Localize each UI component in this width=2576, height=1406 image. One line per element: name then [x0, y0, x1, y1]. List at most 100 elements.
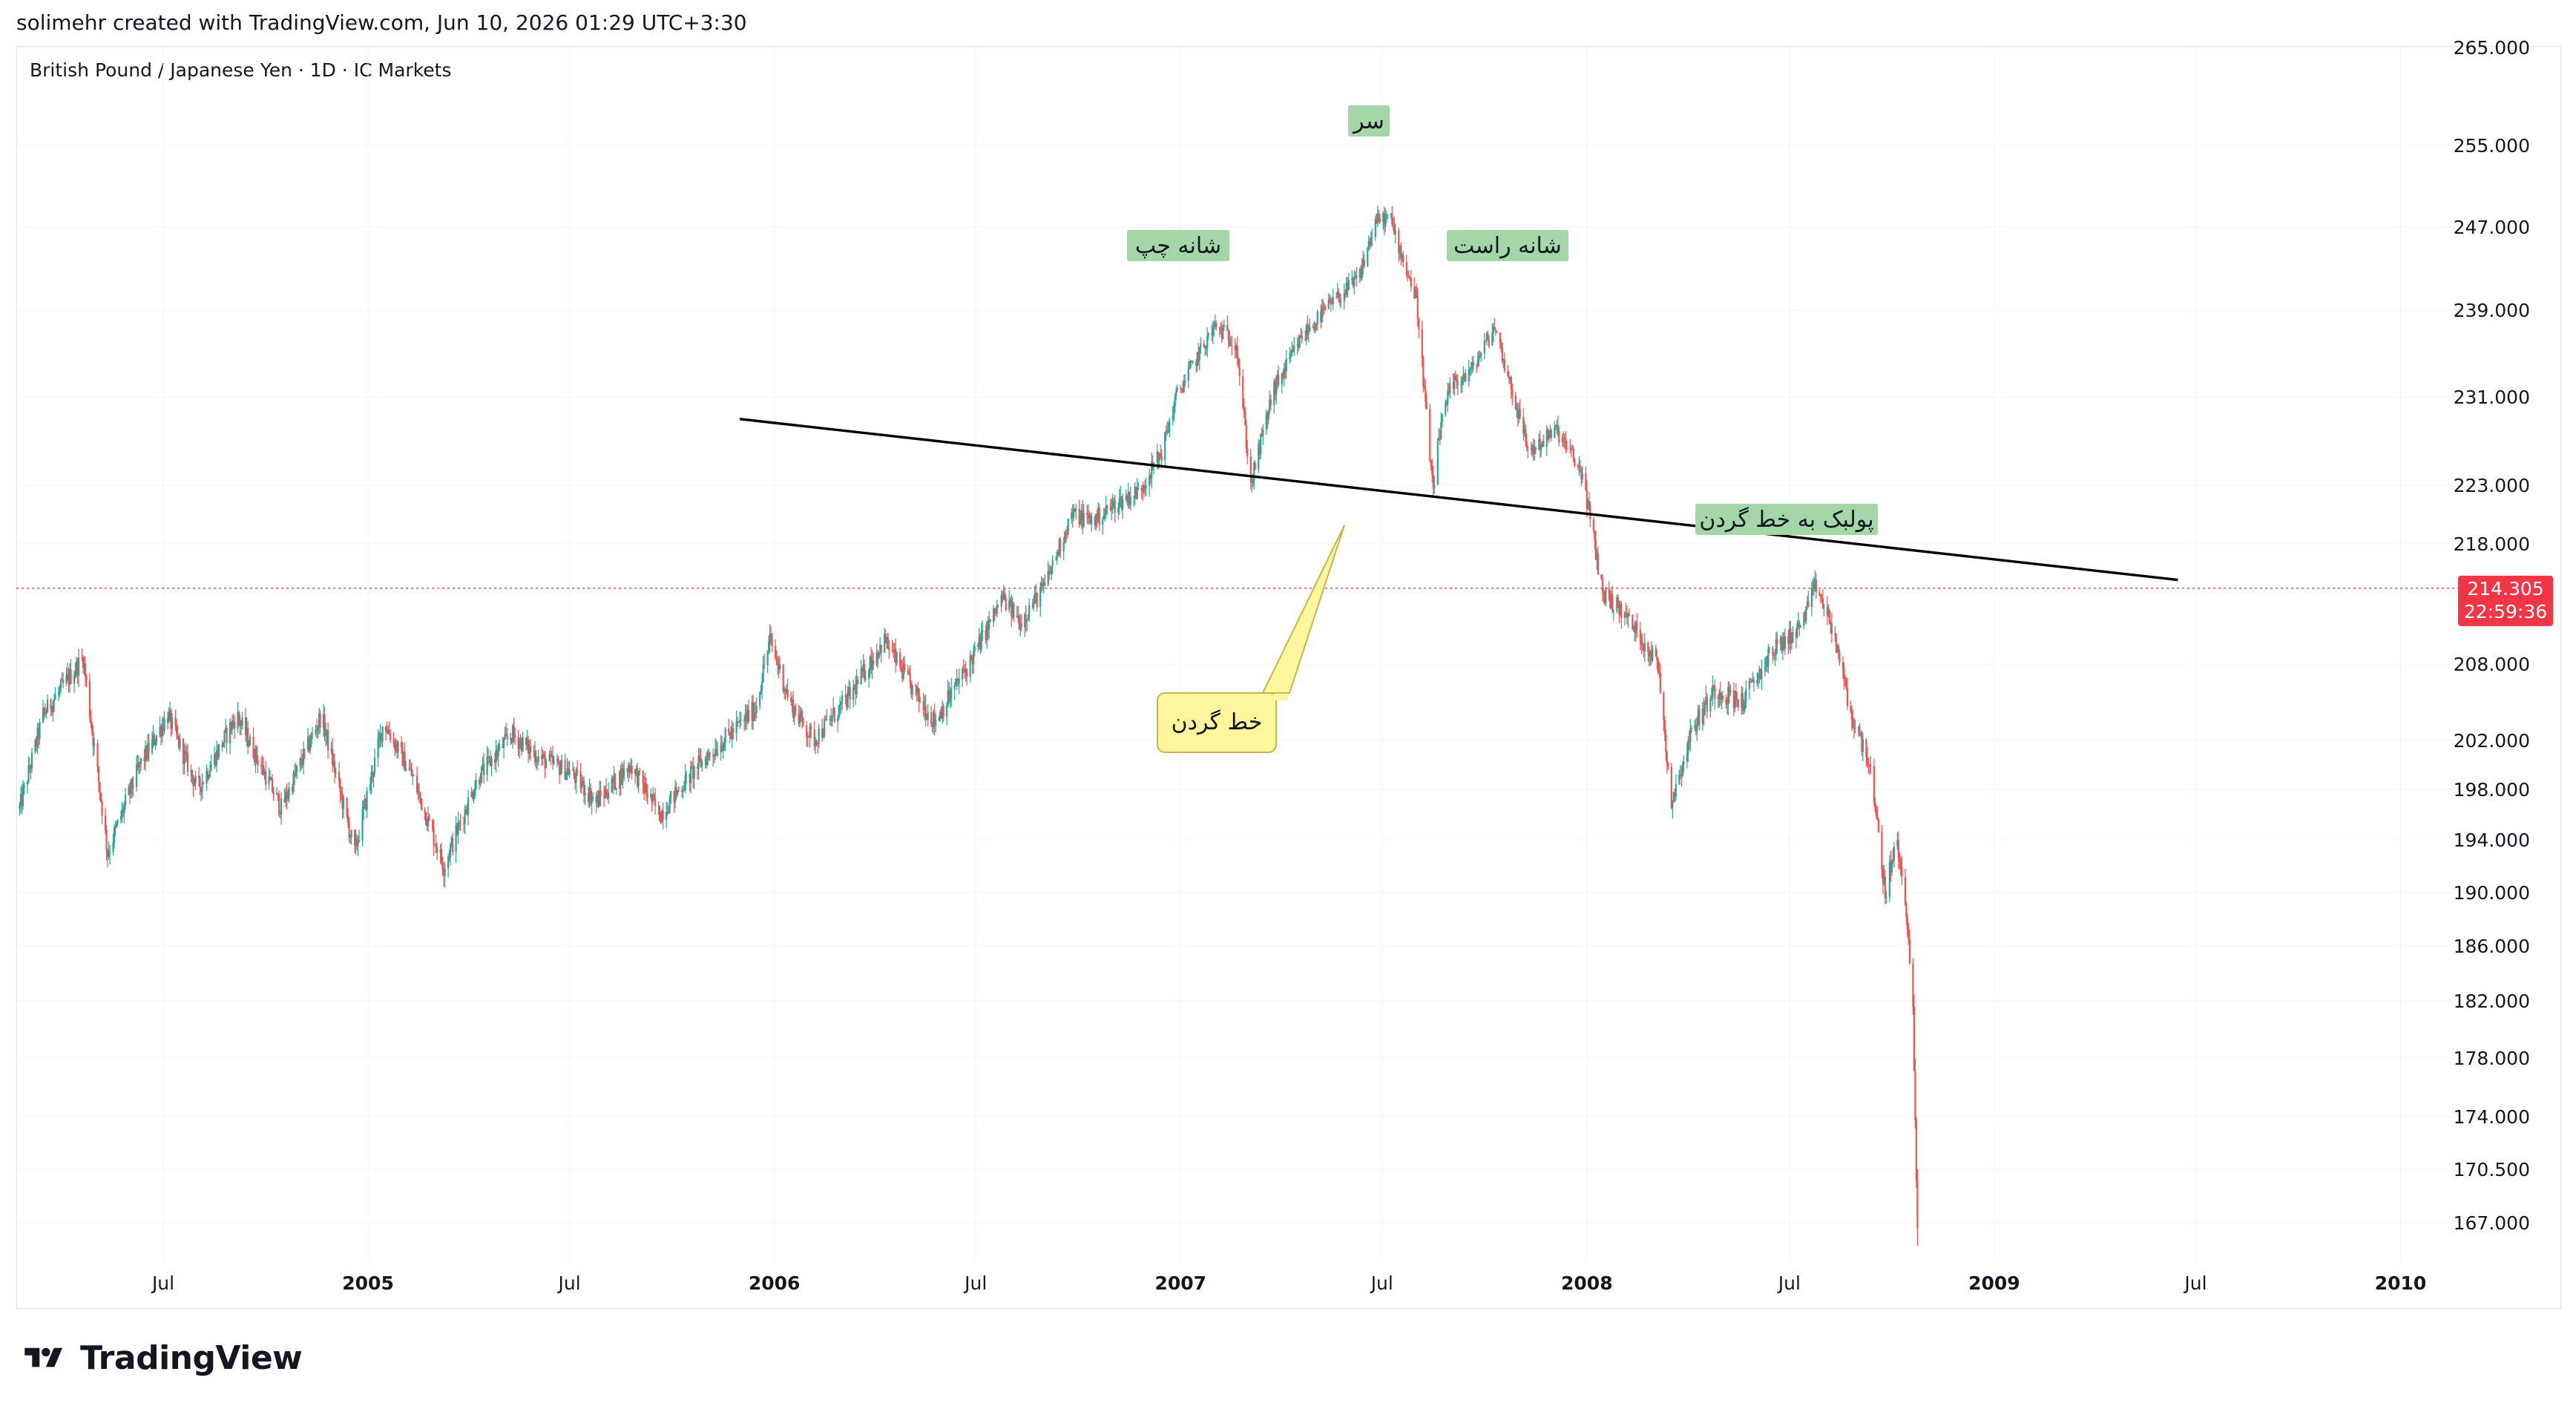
- candle: [1016, 605, 1018, 618]
- candle: [1265, 409, 1267, 436]
- candle: [614, 773, 617, 791]
- candle: [381, 726, 384, 748]
- candle: [1570, 445, 1572, 458]
- candle: [978, 628, 980, 650]
- last-price-tag[interactable]: [2458, 575, 2553, 626]
- candle: [720, 735, 722, 761]
- candle: [1689, 719, 1692, 752]
- candle: [1104, 508, 1106, 522]
- candle: [1899, 855, 1902, 876]
- candle: [1211, 324, 1213, 342]
- candle: [831, 715, 833, 727]
- candle: [574, 772, 576, 790]
- price-tick-label: 208.000: [2454, 654, 2530, 675]
- candle: [933, 709, 935, 735]
- candle: [1494, 327, 1496, 336]
- grid: [16, 46, 2462, 1261]
- neckline-trendline[interactable]: [739, 418, 2178, 582]
- candle: [1514, 391, 1517, 410]
- candle: [1394, 223, 1396, 243]
- candle: [229, 718, 231, 755]
- candle: [792, 691, 795, 722]
- candle: [1709, 694, 1712, 718]
- candle: [1460, 375, 1462, 394]
- candle: [450, 835, 453, 847]
- candle: [448, 850, 450, 862]
- candle: [1890, 859, 1893, 876]
- candle: [1183, 375, 1185, 393]
- price-axis[interactable]: 265.000 255.000 247.000 239.000 231.000 223.0…: [2454, 37, 2553, 1234]
- time-axis[interactable]: Jul 2005 Jul 2006 Jul 2007 Jul 2008 Jul 2009 Jul 20…: [151, 1272, 2426, 1294]
- candle: [637, 763, 639, 789]
- candle: [1623, 611, 1626, 625]
- candle: [893, 643, 896, 663]
- candle: [1626, 605, 1628, 625]
- candle: [1650, 641, 1652, 665]
- chart-pane[interactable]: [16, 46, 2561, 1309]
- candle: [1896, 832, 1899, 850]
- candle: [548, 750, 551, 762]
- candle: [1352, 276, 1354, 289]
- candle: [848, 680, 850, 697]
- candle: [956, 668, 958, 691]
- candle: [177, 735, 180, 750]
- candle: [1118, 489, 1120, 516]
- candle: [1519, 398, 1521, 420]
- candle: [924, 694, 927, 726]
- price-tick-label: 198.000: [2454, 779, 2530, 801]
- candle: [1884, 870, 1886, 904]
- candle: [1476, 352, 1479, 369]
- candle: [1094, 516, 1096, 530]
- candle: [924, 695, 926, 720]
- candle: [1508, 371, 1510, 384]
- candle: [847, 686, 849, 710]
- candle: [544, 750, 546, 779]
- candle: [1438, 427, 1440, 441]
- candle: [88, 673, 91, 723]
- candle: [1027, 614, 1029, 620]
- candle: [582, 776, 584, 786]
- candle: [1509, 376, 1511, 384]
- candle: [497, 743, 499, 767]
- candle: [1873, 758, 1875, 807]
- candle: [1736, 692, 1738, 707]
- candle: [505, 723, 507, 737]
- candle: [1176, 384, 1178, 393]
- annotations[interactable]: سر شانه چپ شانه راست پولبک به خط گردن خط گرد…: [1127, 105, 1878, 753]
- candle: [1853, 717, 1855, 739]
- candle: [815, 736, 817, 755]
- candle: [1416, 283, 1418, 298]
- candle: [759, 691, 761, 710]
- candle: [1111, 493, 1114, 514]
- candle: [838, 705, 840, 720]
- candle: [1002, 585, 1005, 601]
- label-right-shoulder[interactable]: شانه راست: [1447, 230, 1568, 261]
- neckline-callout[interactable]: خط گردن: [1157, 525, 1345, 753]
- label-head[interactable]: سر: [1348, 105, 1390, 137]
- label-pullback[interactable]: پولبک به خط گردن: [1695, 504, 1878, 535]
- candle: [830, 708, 832, 727]
- candle: [1229, 336, 1232, 346]
- candle: [1908, 929, 1910, 965]
- candle: [1097, 502, 1100, 523]
- neckline-layer[interactable]: [16, 418, 2462, 589]
- candle: [971, 654, 973, 674]
- candle: [137, 755, 140, 775]
- symbol-title[interactable]: British Pound / Japanese Yen · 1D · IC M…: [30, 59, 452, 81]
- candle: [90, 709, 92, 729]
- candle: [1905, 901, 1908, 925]
- candle: [317, 725, 319, 739]
- candle: [837, 715, 839, 733]
- label-left-shoulder[interactable]: شانه چپ: [1127, 230, 1229, 261]
- candle: [829, 715, 831, 726]
- candle: [962, 659, 965, 674]
- candle: [1703, 700, 1706, 717]
- candle: [1712, 684, 1715, 691]
- tradingview-logo[interactable]: TradingView: [18, 1339, 303, 1377]
- candle: [364, 798, 367, 812]
- candle: [1080, 504, 1082, 529]
- candle: [1242, 369, 1244, 410]
- candle: [1577, 463, 1579, 470]
- candle: [731, 720, 733, 749]
